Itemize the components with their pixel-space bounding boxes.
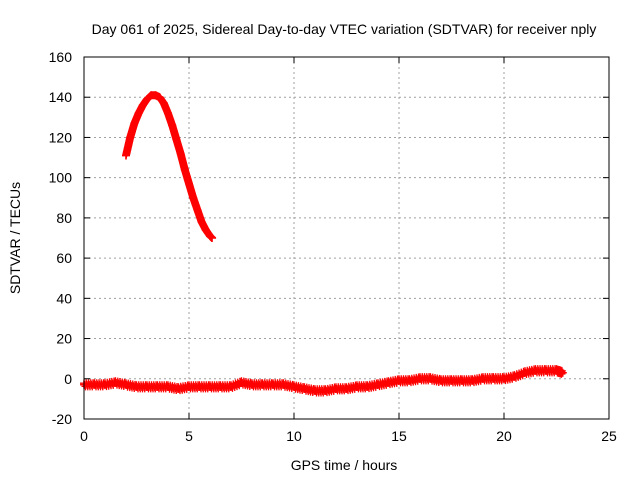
data-point — [500, 374, 508, 383]
data-point — [374, 380, 382, 389]
data-point — [248, 380, 256, 389]
x-tick-label: 20 — [496, 428, 512, 444]
y-tick-label: 120 — [49, 129, 73, 145]
data-point — [126, 133, 135, 142]
data-point — [143, 382, 151, 391]
y-tick-label: -20 — [52, 411, 72, 427]
data-point — [479, 374, 487, 383]
data-point — [143, 95, 151, 104]
data-point — [153, 382, 162, 391]
data-point — [185, 179, 193, 188]
chart-title: Day 061 of 2025, Sidereal Day-to-day VTE… — [92, 21, 597, 37]
data-point — [258, 380, 267, 389]
data-point — [174, 384, 183, 393]
x-tick-label: 25 — [601, 428, 617, 444]
data-point — [138, 101, 147, 110]
data-point — [468, 376, 477, 385]
data-point — [510, 372, 519, 381]
y-tick-label: 140 — [49, 89, 73, 105]
data-point — [416, 374, 424, 383]
y-tick-label: 40 — [56, 290, 72, 306]
data-point — [405, 376, 414, 385]
data-point — [342, 384, 351, 393]
data-point — [193, 205, 202, 214]
data-point — [90, 380, 99, 389]
data-point — [558, 368, 567, 377]
data-layer — [80, 91, 567, 397]
data-point — [197, 217, 206, 226]
x-tick-label: 5 — [185, 428, 193, 444]
data-point — [447, 376, 456, 385]
data-point — [332, 384, 340, 393]
x-tick-label: 10 — [286, 428, 302, 444]
data-point — [458, 376, 466, 385]
data-point — [176, 149, 185, 158]
grid-layer — [84, 57, 609, 419]
y-axis-title: SDTVAR / TECUs — [7, 182, 23, 294]
data-point — [164, 109, 172, 118]
data-point — [189, 193, 198, 202]
data-point — [353, 382, 361, 391]
data-point — [168, 121, 177, 130]
x-axis-title: GPS time / hours — [291, 457, 398, 473]
data-point — [290, 382, 298, 391]
y-tick-label: 160 — [49, 49, 73, 65]
data-point — [195, 382, 204, 391]
data-point — [311, 386, 319, 395]
y-tick-label: 0 — [64, 371, 72, 387]
data-point — [216, 382, 225, 391]
data-point — [437, 376, 445, 385]
data-point — [395, 376, 403, 385]
y-tick-label: 60 — [56, 250, 72, 266]
data-point — [164, 382, 172, 391]
data-point — [542, 366, 550, 375]
data-point — [122, 151, 130, 160]
y-tick-label: 20 — [56, 331, 72, 347]
tick-layer: 0 5 10 15 20 25 -20 0 20 40 60 80 100 120 140 160 — [49, 49, 617, 444]
data-point — [201, 225, 210, 234]
data-point — [321, 386, 330, 395]
data-point — [279, 380, 288, 389]
data-point — [172, 135, 181, 144]
data-point — [111, 378, 120, 387]
data-point — [101, 380, 109, 389]
y-tick-label: 100 — [49, 170, 73, 186]
data-point — [269, 380, 277, 389]
data-point — [132, 382, 141, 391]
data-point — [489, 374, 498, 383]
y-tick-label: 80 — [56, 210, 72, 226]
data-point — [185, 382, 193, 391]
series-arc-2 — [80, 365, 567, 397]
data-point — [227, 382, 235, 391]
data-point — [552, 366, 561, 375]
data-point — [363, 382, 372, 391]
data-point — [206, 382, 214, 391]
data-point — [122, 380, 130, 389]
data-point — [151, 91, 160, 100]
plot-frame — [83, 56, 610, 420]
data-point — [130, 119, 139, 128]
data-point — [159, 99, 168, 108]
data-point — [208, 234, 217, 242]
data-point — [155, 93, 164, 102]
x-tick-label: 0 — [80, 428, 88, 444]
data-point — [300, 384, 309, 393]
data-point — [426, 374, 435, 383]
data-point — [180, 165, 189, 174]
data-point — [134, 109, 143, 118]
x-tick-label: 15 — [391, 428, 407, 444]
data-point — [531, 366, 540, 375]
data-point — [237, 378, 246, 387]
data-point — [521, 368, 529, 377]
data-point — [384, 378, 393, 387]
series-arc-1 — [122, 91, 217, 242]
